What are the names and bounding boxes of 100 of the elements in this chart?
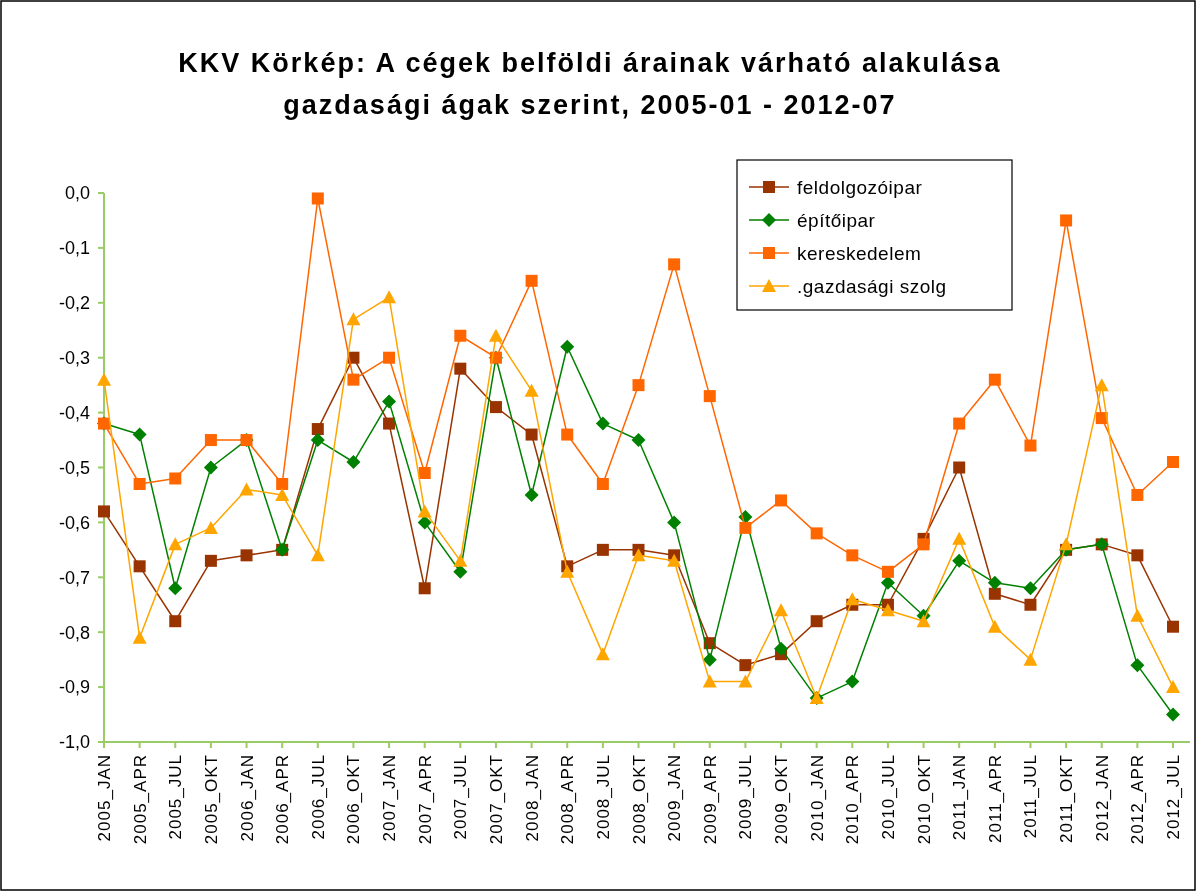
point [953,461,966,474]
point [1023,581,1038,596]
x-tick-label: 2011_OKT [1057,754,1077,843]
point [560,339,575,354]
point [203,460,218,475]
point [631,548,646,562]
x-tick-label: 2005_APR [130,754,150,845]
point [1166,680,1180,694]
point [739,659,752,672]
point [631,433,646,448]
point [454,362,467,375]
point [1167,620,1179,633]
x-tick-label: 2006_OKT [344,754,364,845]
point [347,373,360,386]
point [1094,378,1109,392]
x-tick-label: 2009_APR [700,754,720,845]
point [810,615,823,628]
point [880,603,895,617]
point [1059,537,1074,551]
x-tick-label: 2006_JUL [308,754,328,840]
point [596,543,609,556]
point [987,619,1002,633]
point [382,394,397,409]
x-tick-label: 2006_APR [273,754,293,845]
point [204,434,217,447]
point [346,455,361,470]
point [917,538,930,551]
point [1130,658,1145,673]
point [488,328,503,342]
legend-label: kereskedelem [797,242,922,264]
y-tick-label: -0,9 [58,677,90,698]
point [1166,707,1180,722]
point [810,527,823,540]
point [382,290,397,304]
x-tick-label: 2012_JUL [1164,754,1183,840]
point [775,494,788,507]
point [916,614,931,628]
point [453,553,468,567]
point [169,615,182,628]
point [133,477,146,490]
x-tick-label: 2005_JAN [95,754,114,842]
x-tick-label: 2009_JAN [665,754,685,842]
y-tick-label: -0,8 [58,622,90,643]
point [1131,488,1144,501]
point [240,549,253,562]
legend-label: feldolgozóipar [797,176,923,198]
point [988,373,1001,386]
point [846,549,859,562]
point [276,477,289,490]
x-tick-label: 2007_JAN [380,754,400,842]
point [168,581,183,596]
point [524,487,539,502]
x-tick-label: 2005_JUL [166,754,186,840]
point [880,575,895,590]
point [953,417,966,430]
legend-label: építőipar [797,209,876,231]
y-tick-label: -1,0 [58,732,90,753]
point [987,575,1002,590]
y-tick-label: -0,3 [58,348,90,368]
point [204,554,217,567]
x-tick-label: 2012_APR [1128,754,1148,845]
x-tick-label: 2009_JUL [736,754,756,840]
y-tick-label: -0,6 [58,512,90,533]
point [346,312,361,326]
point [668,258,681,271]
point [560,564,575,578]
chart-title: KKV Körkép: A cégek belföldi árainak várható alakulása gazdasági ágak szerint, 2005-01 - 2012-07 [178,48,1002,120]
point [1167,456,1179,469]
point [311,423,324,436]
point [881,565,894,578]
x-tick-label: 2007_APR [415,754,435,845]
point [454,329,467,342]
point [739,521,752,534]
y-tick-label: -0,2 [58,293,90,314]
x-tick-label: 2010_JAN [807,754,827,842]
x-tick-label: 2011_JAN [950,754,970,841]
x-tick-label: 2007_JUL [451,754,471,840]
y-tick-label: 0,0 [64,183,90,204]
point [596,477,609,490]
point [774,603,789,617]
x-tick-label: 2010_JUL [878,754,898,840]
point [453,564,468,579]
point [310,433,325,448]
point [702,652,717,667]
point [203,520,218,534]
point [1130,608,1145,622]
point [168,537,183,551]
x-tick-label: 2010_OKT [914,754,934,845]
point [169,472,182,485]
point [561,428,574,441]
x-tick-label: 2007_OKT [486,754,506,845]
point [632,379,645,392]
point [418,466,431,479]
point [1060,214,1073,227]
point [845,592,860,606]
point [525,274,538,287]
point [774,641,789,656]
point [132,630,147,644]
point [595,647,610,661]
point [97,372,111,386]
